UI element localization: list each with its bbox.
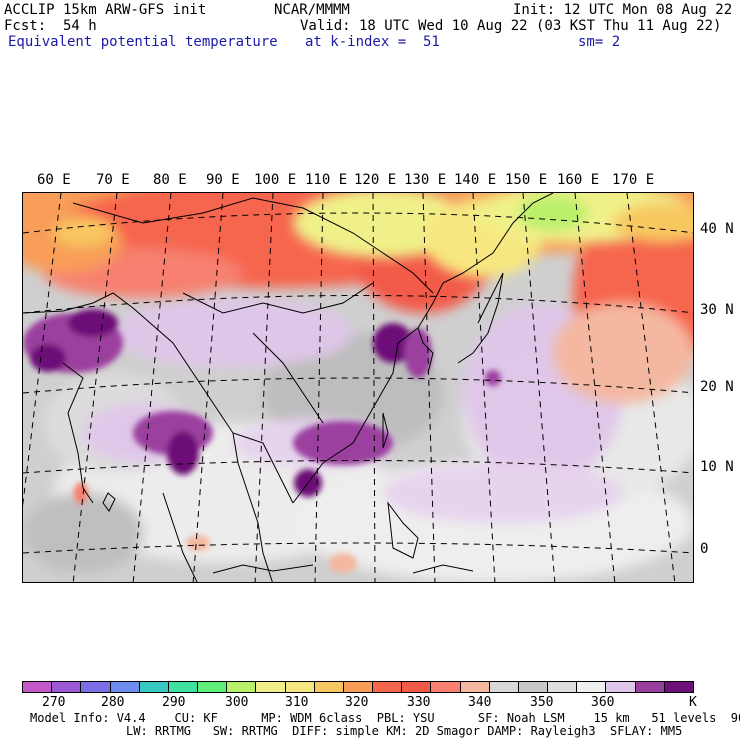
model-title: ACCLIP 15km ARW-GFS init [4, 2, 207, 18]
smoothing-label: sm= 2 [578, 34, 621, 50]
lat-label: 20 N [700, 379, 734, 395]
lon-label: 70 E [96, 172, 130, 188]
colorbar-label: 360 [591, 695, 615, 710]
field-yellow-green [53, 193, 693, 278]
fcst-value: 54 h [63, 18, 97, 34]
colorbar-swatch [373, 682, 403, 692]
colorbar-swatch [285, 682, 315, 692]
colorbar-swatch [548, 682, 578, 692]
lon-label: 160 E [557, 172, 600, 188]
center-label: NCAR/MMMM [274, 2, 350, 18]
lat-label: 40 N [700, 221, 734, 237]
colorbar-label: 350 [530, 695, 554, 710]
colorbar-swatch [460, 682, 490, 692]
field-name: Equivalent potential temperature [8, 34, 278, 50]
colorbar-swatch [606, 682, 636, 692]
colorbar-swatch [577, 682, 607, 692]
map-canvas [23, 193, 693, 582]
lon-label: 140 E [454, 172, 497, 188]
colorbar-label: 320 [345, 695, 369, 710]
model-info-line2: LW: RRTMG SW: RRTMG DIFF: simple KM: 2D … [126, 724, 683, 738]
lon-label: 170 E [612, 172, 655, 188]
colorbar-swatch [139, 682, 169, 692]
lat-label: 30 N [700, 302, 734, 318]
valid-time: Valid: 18 UTC Wed 10 Aug 22 (03 KST Thu … [300, 18, 722, 34]
colorbar-swatch [664, 682, 693, 692]
colorbar-swatch [110, 682, 140, 692]
colorbar-swatch [23, 682, 53, 692]
colorbar-swatch [314, 682, 344, 692]
lon-label: 60 E [37, 172, 71, 188]
lat-label: 0 [700, 541, 709, 557]
colorbar-swatch [256, 682, 286, 692]
colorbar-swatch [168, 682, 199, 692]
lon-label: 80 E [153, 172, 187, 188]
lon-label: 110 E [305, 172, 348, 188]
lon-label: 100 E [254, 172, 297, 188]
field-purple [23, 309, 501, 497]
colorbar-swatch [489, 682, 519, 692]
colorbar-label: 290 [162, 695, 186, 710]
colorbar-swatch [81, 682, 111, 692]
colorbar-label: 280 [101, 695, 125, 710]
colorbar-label: 340 [468, 695, 492, 710]
colorbar-label: 310 [285, 695, 309, 710]
colorbar-swatch [343, 682, 374, 692]
init-time: Init: 12 UTC Mon 08 Aug 22 [513, 2, 733, 18]
theta-e-map [22, 192, 694, 583]
colorbar-swatch [635, 682, 665, 692]
colorbar [22, 681, 694, 693]
colorbar-swatch [518, 682, 549, 692]
lon-label: 90 E [206, 172, 240, 188]
coastlines [23, 193, 554, 582]
level-label: at k-index = 51 [305, 34, 440, 50]
model-info-line1: Model Info: V4.4 CU: KF MP: WDM 6class P… [30, 711, 740, 725]
colorbar-label: 270 [42, 695, 66, 710]
lon-label: 150 E [505, 172, 548, 188]
lon-label: 120 E [354, 172, 397, 188]
field-south-spots [74, 482, 357, 573]
colorbar-label: 330 [407, 695, 431, 710]
colorbar-label: 300 [225, 695, 249, 710]
lon-label: 130 E [404, 172, 447, 188]
colorbar-swatch [198, 682, 228, 692]
lat-label: 10 N [700, 459, 734, 475]
colorbar-swatch [431, 682, 461, 692]
fcst-label: Fcst: [4, 18, 47, 34]
colorbar-swatch [52, 682, 82, 692]
colorbar-swatch [227, 682, 257, 692]
graticule [23, 193, 693, 582]
colorbar-swatch [402, 682, 432, 692]
colorbar-unit: K [689, 695, 697, 710]
